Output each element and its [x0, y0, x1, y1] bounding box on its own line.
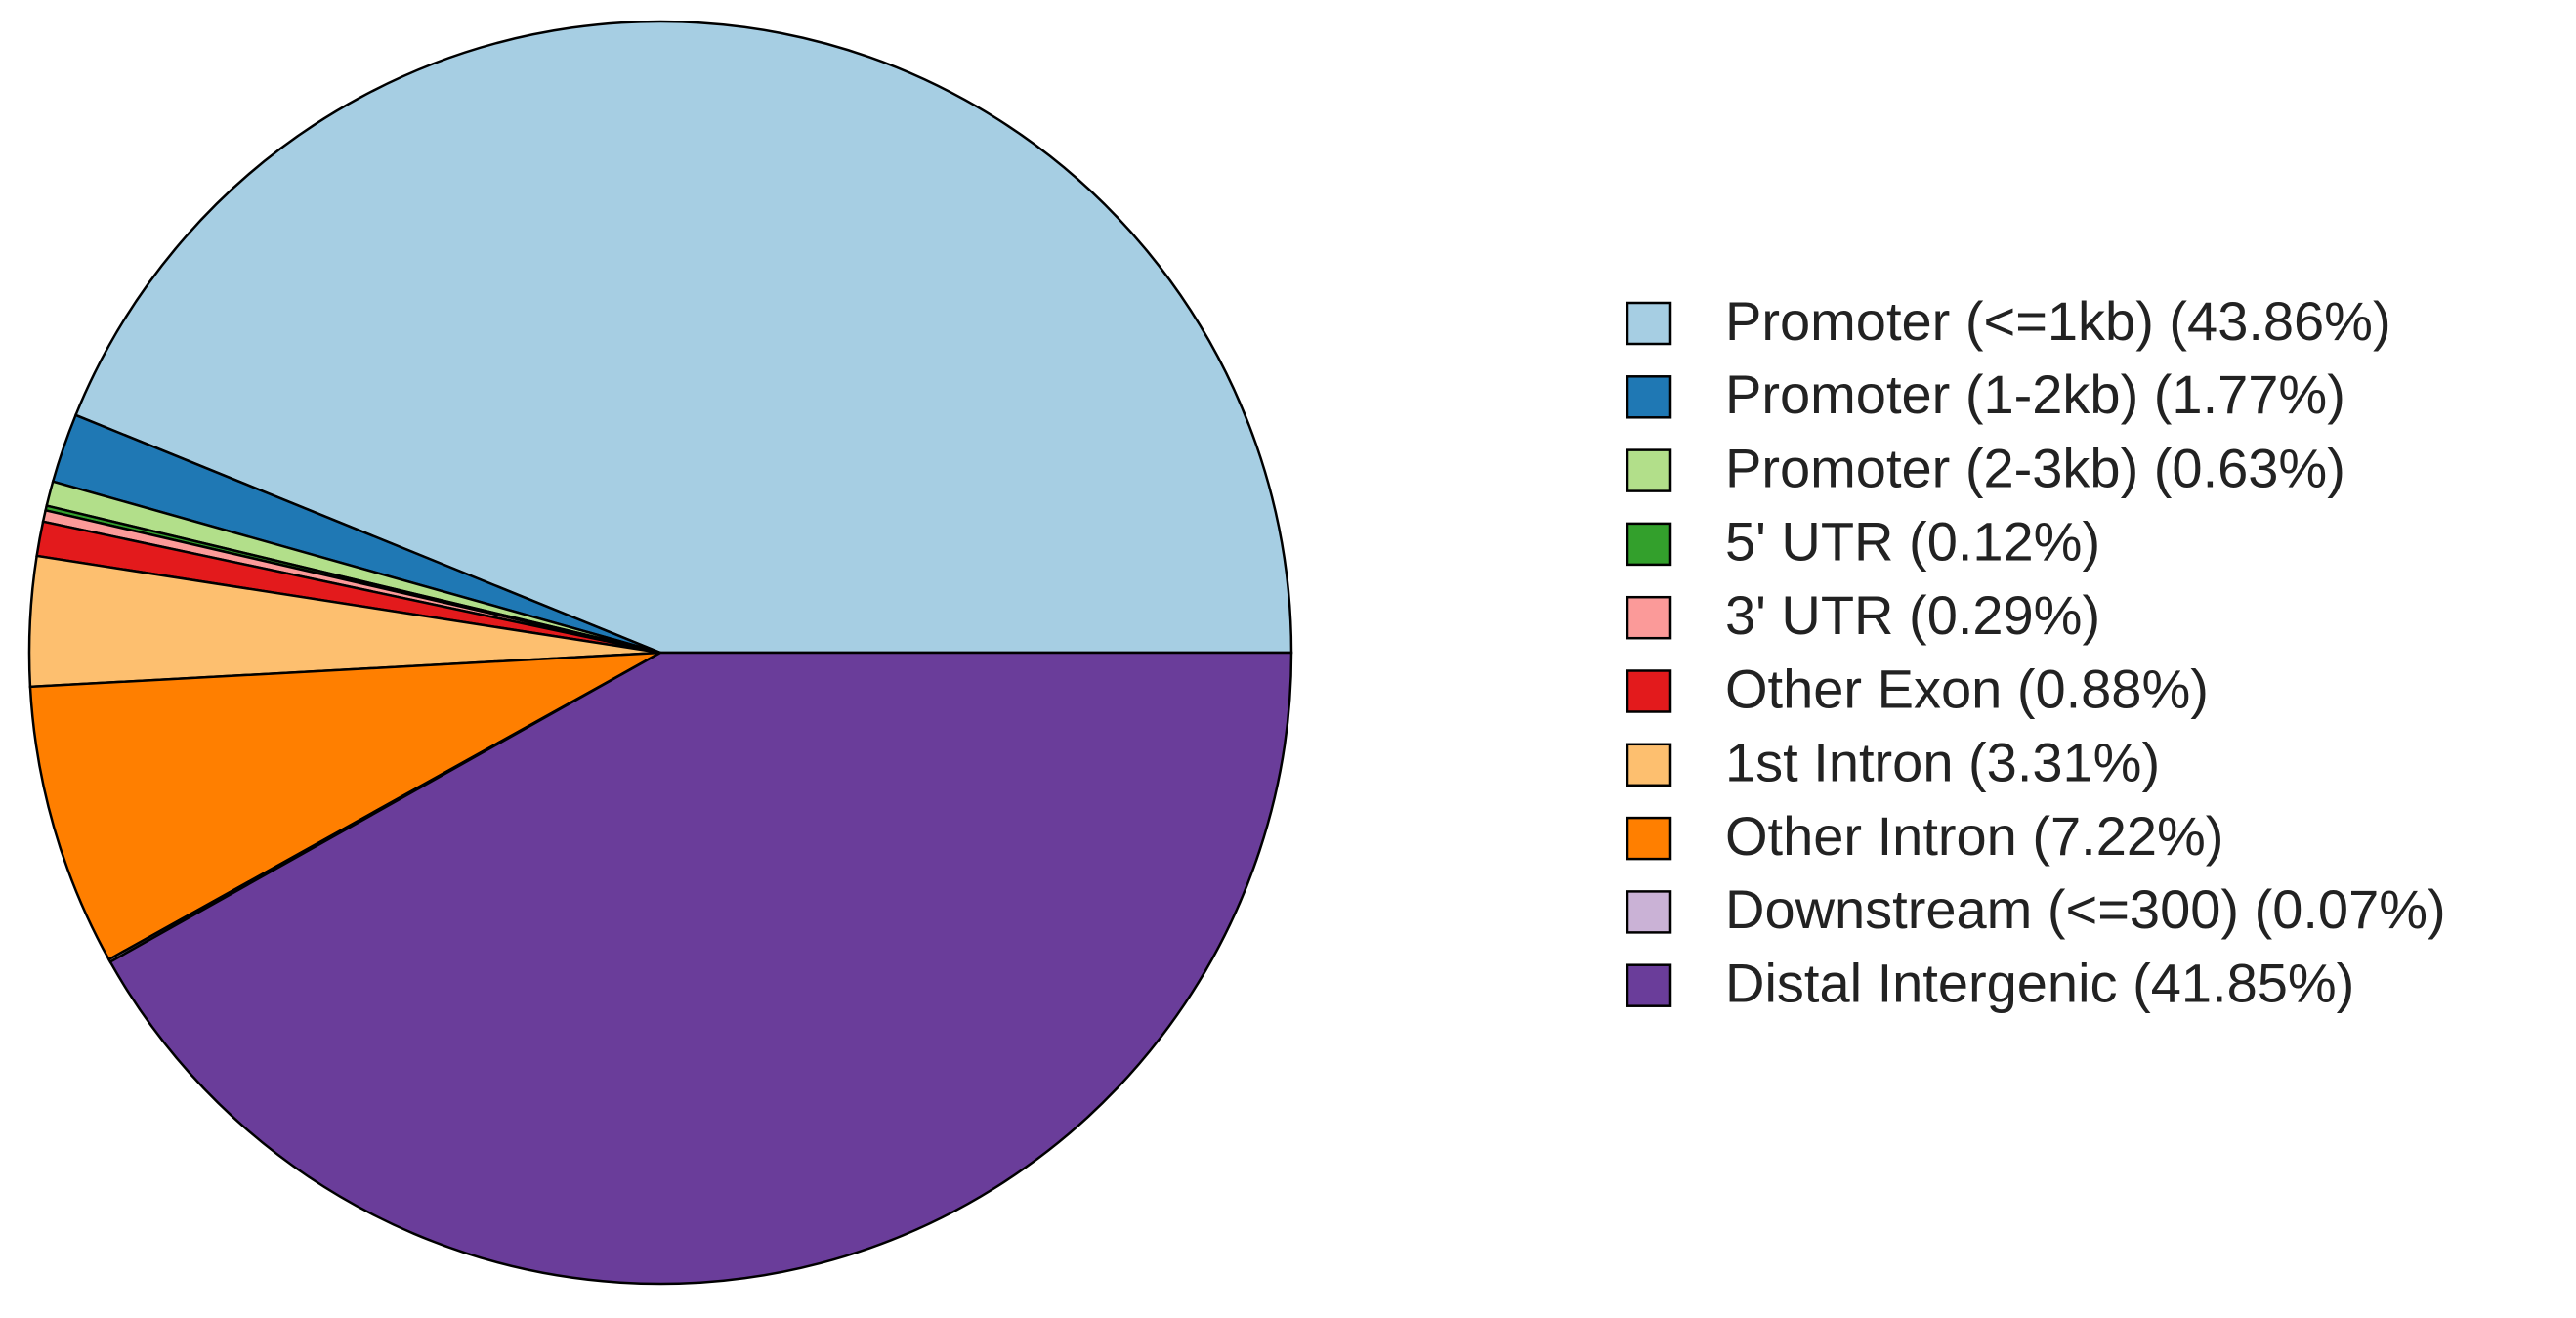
legend-swatch [1626, 301, 1672, 346]
legend-swatch [1626, 743, 1672, 787]
legend-label: Distal Intergenic (41.85%) [1725, 952, 2354, 1013]
legend-label: 1st Intron (3.31%) [1725, 732, 2160, 793]
legend-swatch [1626, 890, 1672, 934]
legend-swatch [1626, 595, 1672, 640]
legend-swatch [1626, 669, 1672, 713]
legend-label: Promoter (2-3kb) (0.63%) [1725, 437, 2345, 498]
legend-label: 3' UTR (0.29%) [1725, 584, 2100, 646]
legend-label: Downstream (<=300) (0.07%) [1725, 878, 2446, 940]
legend-label: Promoter (<=1kb) (43.86%) [1725, 290, 2391, 352]
pie-slice [108, 651, 1293, 1286]
legend-swatch [1626, 816, 1672, 861]
legend-label: 5' UTR (0.12%) [1725, 511, 2100, 573]
legend-swatch [1626, 522, 1672, 567]
legend-swatch [1626, 448, 1672, 492]
legend-label: Other Exon (0.88%) [1725, 658, 2209, 719]
pie-slice [28, 651, 661, 961]
legend-label: Promoter (1-2kb) (1.77%) [1725, 363, 2345, 425]
legend-swatch [1626, 963, 1672, 1007]
legend-swatch [1626, 375, 1672, 419]
legend-label: Other Intron (7.22%) [1725, 805, 2223, 867]
pie-slice [73, 20, 1293, 655]
